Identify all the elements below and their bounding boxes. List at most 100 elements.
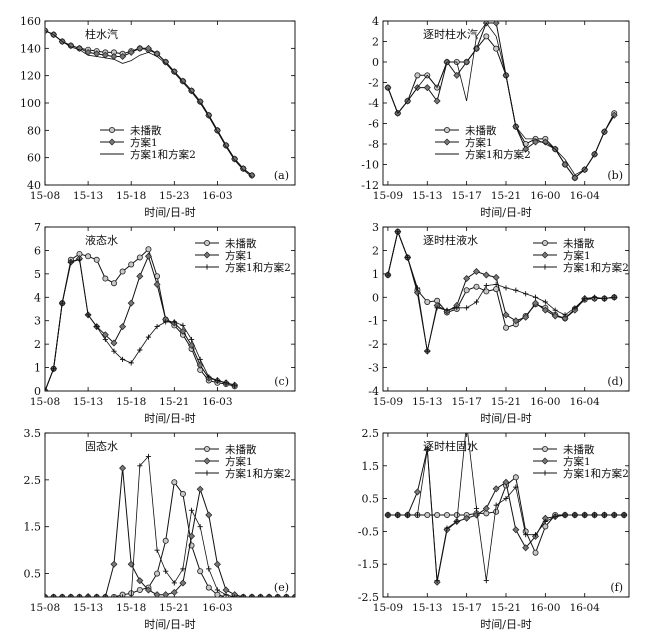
data-point [552,514,558,520]
data-point [179,490,186,497]
data-point [541,306,549,314]
x-tick-label: 15-21 [159,396,189,408]
data-point [464,421,469,426]
data-point [492,485,500,493]
data-point [414,512,421,518]
series-line [45,455,295,597]
x-tick-label: 15-17 [451,602,481,614]
y-tick-label: 1 [372,268,379,281]
data-point [552,307,558,313]
y-tick-label: 120 [20,70,41,83]
y-tick-label: 0.5 [24,568,42,581]
data-point [102,336,108,343]
data-point [137,463,143,469]
data-point [512,317,520,325]
panel-f: -2.5 -1.5 -0.5 0.5 1.5 2.5 15-09 15-13 15-17 15-2… [358,421,630,631]
data-point [503,496,509,502]
x-tick-label: 15-17 [451,190,481,202]
data-point [561,161,569,168]
data-point [119,323,127,331]
data-point [214,591,221,597]
data-point [454,518,460,525]
data-point [502,478,510,486]
data-point [248,171,256,179]
x-tick-label: 15-18 [116,190,146,202]
data-point [532,138,540,146]
data-point [162,58,170,66]
x-tick-label: 15-18 [116,396,146,408]
data-point [532,532,539,538]
x-tick-label: 16-00 [530,396,560,408]
data-point [145,246,152,253]
data-point [493,281,499,287]
data-point [197,524,203,530]
data-point [85,253,92,260]
data-point [551,312,559,320]
legend-label: 未播散 [130,124,162,137]
data-point [453,512,460,519]
data-point [136,44,144,52]
data-point [493,508,500,515]
x-tick-label: 15-13 [412,190,442,202]
y-tick-label: -2 [368,338,379,351]
data-point [179,327,187,335]
data-point [621,512,627,518]
data-point [144,252,152,260]
y-tick-label: -10 [361,159,379,172]
legend-marker [203,445,210,452]
panel-d: -4 -3 -2 -1 0 1 2 3 15-09 15-13 15-17 15-21 16-00 16-… [368,221,630,425]
data-point [153,280,161,288]
data-point [145,453,152,460]
series-line [45,480,295,597]
data-point [45,593,49,597]
data-point [464,305,470,311]
legend-marker [541,251,549,259]
data-point [454,305,460,311]
data-point [572,305,578,311]
data-point [443,512,450,519]
data-point [434,512,441,519]
legend-marker [203,239,210,246]
y-tick-label: 3 [372,221,379,234]
x-tick-label: 15-13 [73,190,103,202]
y-tick-label: 2 [372,244,379,257]
data-point [434,305,440,311]
x-tick-label: 16-04 [570,396,601,408]
data-point [513,484,519,490]
legend-label: 方案1 [225,455,253,468]
data-point [214,377,221,384]
legend-marker [542,445,549,452]
data-point [75,44,83,52]
data-point [206,374,212,380]
data-point [562,312,568,318]
data-point [523,291,529,297]
data-point [179,579,187,587]
legend-label: 未播散 [225,237,257,250]
data-point [85,312,91,318]
x-tick-label: 15-17 [451,396,481,408]
y-tick-label: 80 [27,124,41,137]
data-point [601,512,607,518]
panel-a: 40 60 80 100 120 140 160 15-08 15-13 15-18 15-23 16… [20,15,296,219]
panel-label: (e) [274,581,289,594]
data-point [128,360,134,366]
y-tick-label: 2.5 [24,474,42,487]
y-tick-label: 4 [34,291,41,304]
data-point [257,594,264,597]
data-point [532,299,540,307]
data-point [231,155,239,163]
legend-label: 方案1 [225,249,253,262]
data-point [502,311,510,319]
x-axis-label: 时间/日-时 [144,618,195,631]
panel-e: 0.5 1.5 2.5 3.5 15-08 15-13 15-18 15-21 16-03 时间/… [24,427,296,631]
series-1 [45,246,238,391]
data-point [163,568,169,574]
legend-label: 方案1和方案2 [563,467,629,480]
data-point [197,356,203,362]
data-point [171,580,177,586]
panel-c: 0 1 2 3 4 5 6 7 15-08 15-13 15-18 15-21 16-03 时间/日-时 液… [30,221,296,425]
data-point [395,512,401,518]
